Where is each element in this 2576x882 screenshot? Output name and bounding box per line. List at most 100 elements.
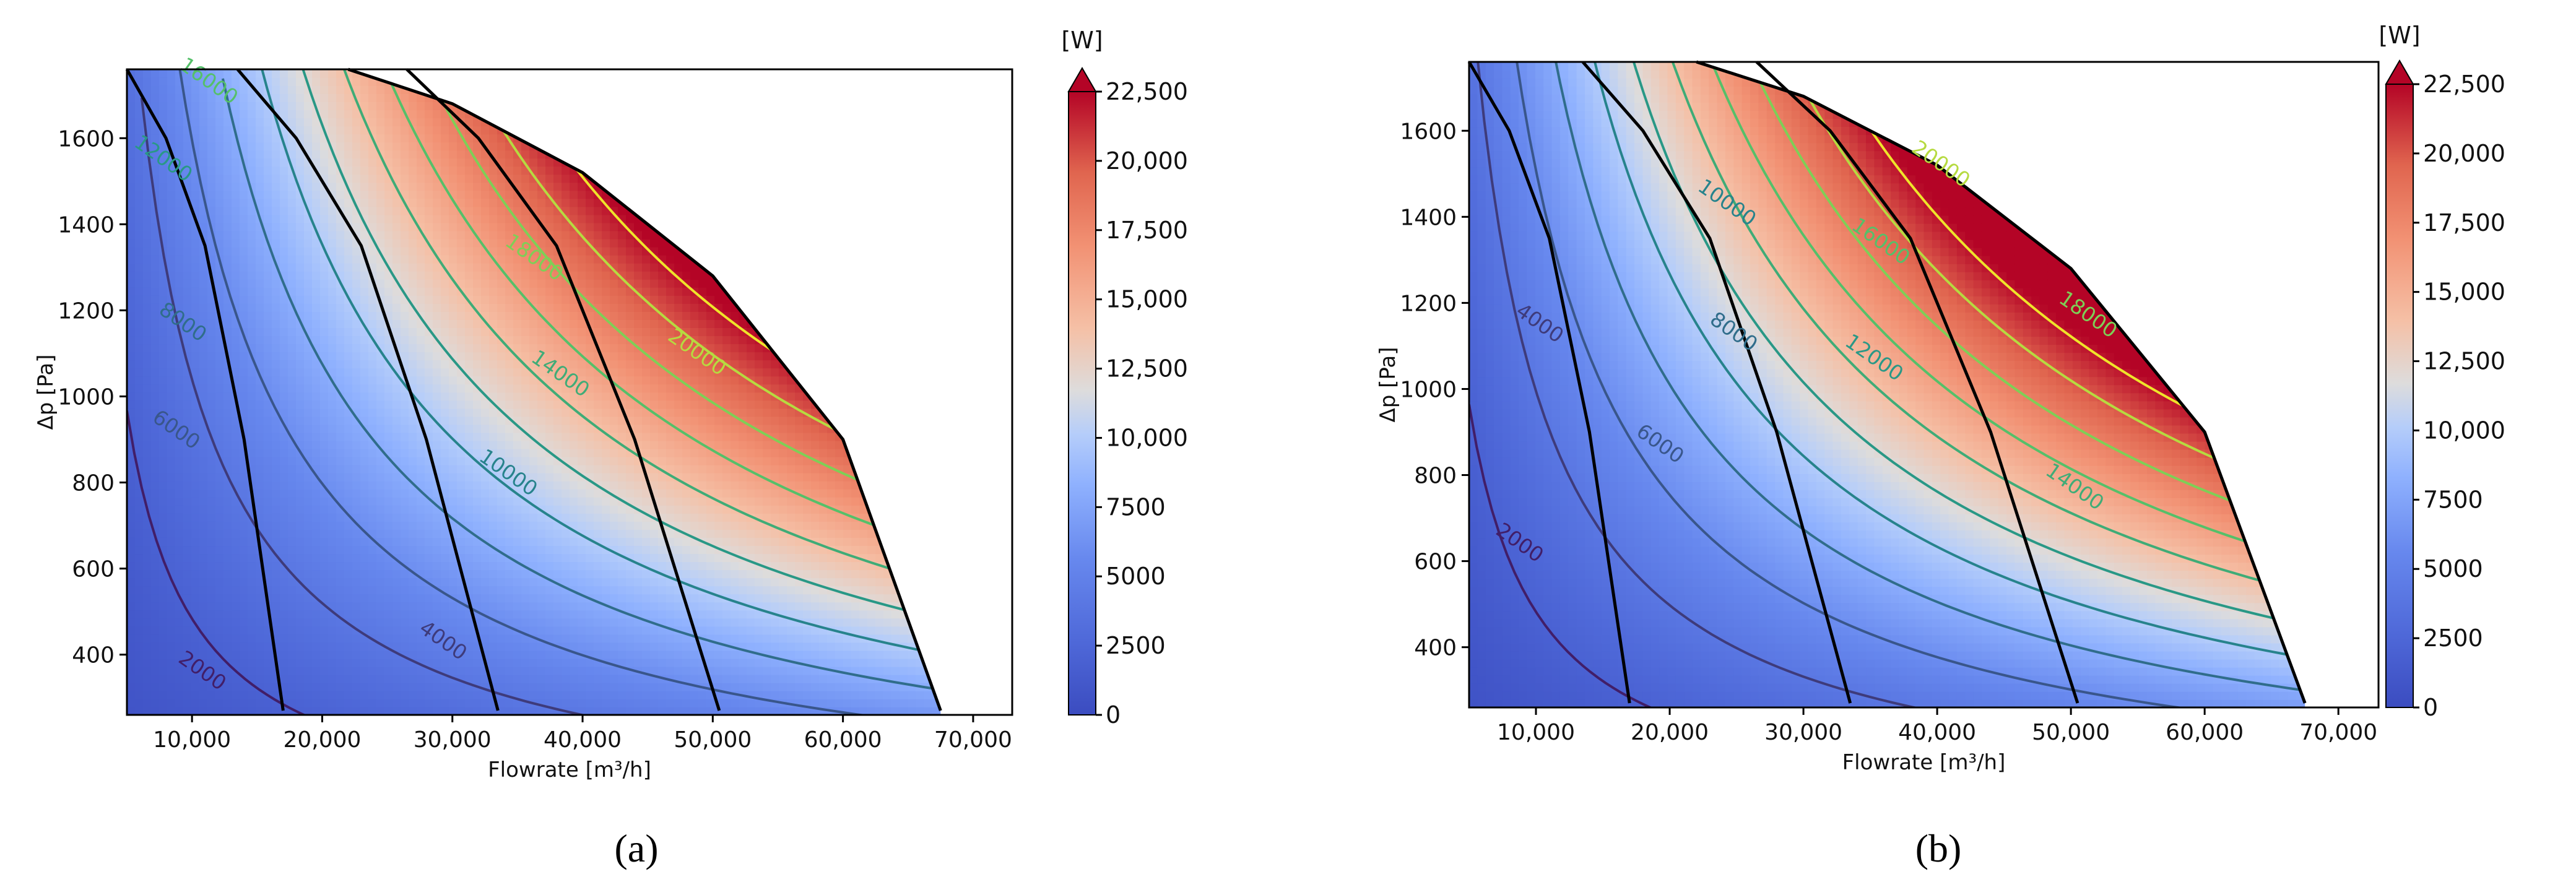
heatmap-cell [409, 553, 417, 563]
heatmap-cell [473, 295, 482, 304]
heatmap-cell [360, 698, 369, 707]
heatmap-cell [151, 311, 160, 320]
heatmap-cell [626, 626, 635, 635]
heatmap-cell [545, 287, 554, 296]
heatmap-cell [312, 602, 321, 611]
heatmap-cell [304, 352, 313, 361]
heatmap-cell [280, 456, 288, 465]
heatmap-cell [199, 110, 208, 119]
heatmap-cell [360, 440, 369, 449]
heatmap-cell [207, 553, 216, 563]
heatmap-cell [207, 85, 216, 94]
heatmap-cell [320, 464, 329, 473]
heatmap-cell [232, 674, 240, 683]
heatmap-cell [191, 77, 200, 86]
heatmap-cell [529, 424, 538, 433]
heatmap-cell [328, 118, 337, 127]
heatmap-cell [336, 488, 345, 498]
heatmap-cell [553, 586, 562, 595]
heatmap-cell [409, 456, 417, 465]
heatmap-cell [352, 529, 361, 538]
heatmap-cell [167, 537, 176, 547]
heatmap-cell [401, 586, 409, 595]
heatmap-cell [618, 287, 627, 296]
heatmap-cell [215, 480, 224, 490]
heatmap-cell [215, 674, 224, 683]
heatmap-cell [215, 537, 224, 547]
heatmap-cell [505, 327, 514, 337]
heatmap-cell [280, 344, 288, 353]
heatmap-cell [360, 416, 369, 425]
heatmap-cell [626, 545, 635, 555]
heatmap-cell [215, 222, 224, 231]
heatmap-cell [602, 674, 610, 683]
heatmap-cell [594, 416, 602, 425]
heatmap-cell [143, 238, 152, 248]
heatmap-cell [223, 505, 232, 514]
heatmap-cell [537, 537, 546, 547]
heatmap-cell [183, 327, 192, 337]
heatmap-cell [320, 352, 329, 361]
heatmap-cell [610, 335, 618, 345]
heatmap-cell [183, 496, 192, 506]
heatmap-cell [264, 254, 272, 264]
heatmap-cell [336, 674, 345, 683]
heatmap-cell [409, 674, 417, 683]
heatmap-cell [578, 182, 586, 191]
heatmap-cell [425, 190, 433, 199]
heatmap-cell [328, 416, 337, 425]
heatmap-cell [159, 198, 168, 207]
heatmap-cell [175, 246, 184, 256]
heatmap-cell [191, 126, 200, 135]
heatmap-cell [191, 674, 200, 683]
heatmap-cell [159, 327, 168, 337]
heatmap-cell [401, 166, 409, 175]
heatmap-cell [312, 586, 321, 595]
heatmap-cell [223, 262, 232, 272]
heatmap-cell [232, 214, 240, 223]
heatmap-cell [256, 262, 264, 272]
heatmap-cell [610, 480, 618, 490]
heatmap-cell [594, 529, 602, 538]
heatmap-cell [521, 319, 530, 328]
heatmap-cell [296, 416, 305, 425]
heatmap-cell [384, 344, 393, 353]
heatmap-cell [215, 416, 224, 425]
heatmap-cell [545, 166, 554, 175]
heatmap-cell [384, 594, 393, 603]
heatmap-cell [127, 464, 136, 473]
heatmap-cell [183, 440, 192, 449]
heatmap-cell [384, 303, 393, 312]
heatmap-cell [159, 295, 168, 304]
heatmap-cell [344, 577, 353, 587]
heatmap-cell [392, 110, 401, 119]
heatmap-cell [223, 408, 232, 417]
heatmap-cell [441, 238, 449, 248]
heatmap-cell [497, 134, 506, 143]
heatmap-cell [481, 513, 490, 522]
heatmap-cell [417, 335, 425, 345]
heatmap-cell [183, 335, 192, 345]
heatmap-cell [425, 335, 433, 345]
heatmap-cell [578, 642, 586, 651]
heatmap-cell [497, 658, 506, 667]
heatmap-cell [521, 311, 530, 320]
heatmap-cell [151, 408, 160, 417]
heatmap-cell [392, 432, 401, 441]
heatmap-cell [272, 303, 280, 312]
heatmap-cell [183, 254, 192, 264]
heatmap-cell [256, 150, 264, 159]
heatmap-cell [368, 246, 377, 256]
heatmap-cell [537, 545, 546, 555]
heatmap-cell [352, 327, 361, 337]
heatmap-cell [401, 222, 409, 231]
heatmap-cell [562, 295, 570, 304]
heatmap-cell [457, 658, 466, 667]
heatmap-cell [215, 706, 224, 715]
heatmap-cell [409, 416, 417, 425]
heatmap-cell [127, 150, 136, 159]
heatmap-cell [207, 505, 216, 514]
heatmap-cell [312, 126, 321, 135]
heatmap-cell [360, 682, 369, 691]
heatmap-cell [320, 327, 329, 337]
